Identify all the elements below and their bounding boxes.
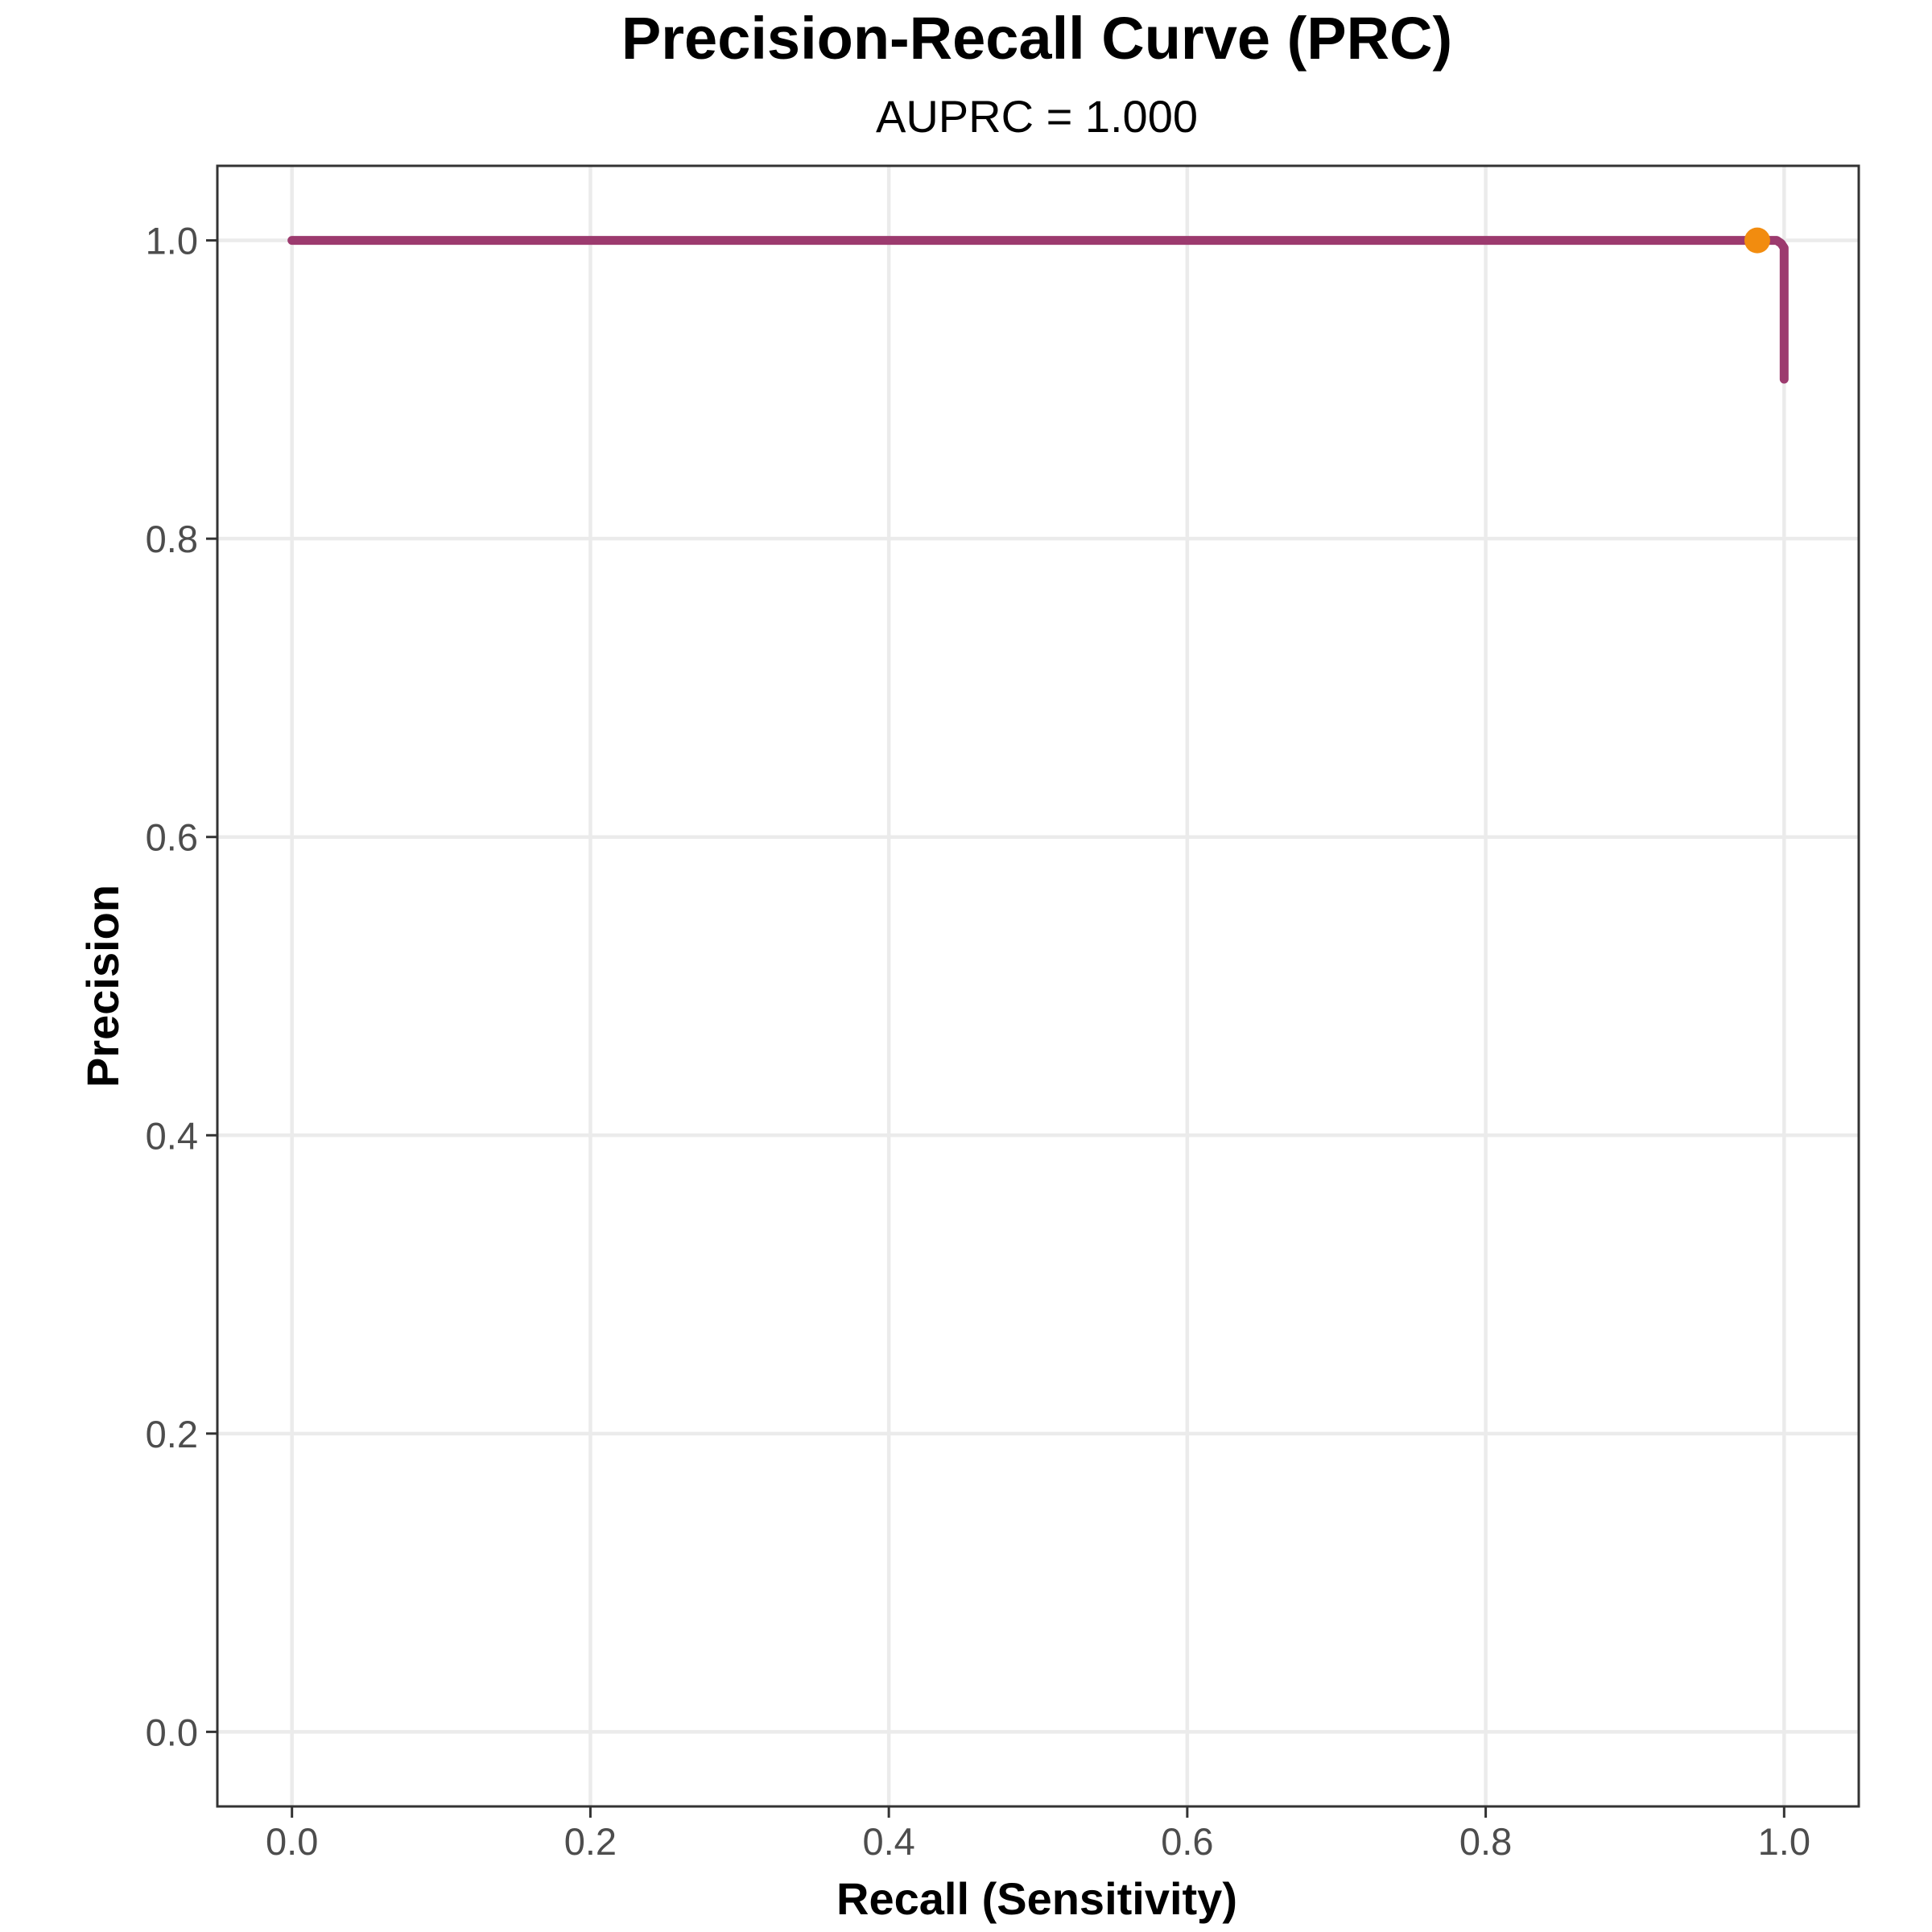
x-tick-label: 0.8 — [1459, 1820, 1512, 1863]
x-tick-label: 0.6 — [1161, 1820, 1213, 1863]
x-tick-label: 0.0 — [266, 1820, 318, 1863]
plot-panel-border — [216, 164, 1860, 1808]
plot-data — [287, 227, 1789, 384]
x-tick-label: 0.2 — [564, 1820, 617, 1863]
chart-subtitle: AUPRC = 1.000 — [876, 91, 1198, 142]
y-tick-label: 0.6 — [146, 816, 198, 859]
chart-title: Precision-Recall Curve (PRC) — [621, 5, 1452, 72]
grid — [217, 166, 1859, 1806]
precision-recall-curve — [287, 236, 1789, 384]
y-tick-label: 0.8 — [146, 518, 198, 560]
x-tick-label: 1.0 — [1758, 1820, 1810, 1863]
x-tick-label: 0.4 — [862, 1820, 914, 1863]
x-axis-title: Recall (Sensitivity) — [836, 1873, 1237, 1924]
y-tick-label: 0.2 — [146, 1413, 198, 1455]
y-tick-label: 0.0 — [146, 1711, 198, 1753]
y-axis-title: Precision — [77, 885, 128, 1088]
axis-ticks: 0.0 0.2 0.4 0.6 0.8 1.0 0.0 0.2 0.4 0.6 0.8 1.0 — [146, 220, 1810, 1863]
optimal-threshold-point — [1744, 227, 1770, 254]
y-tick-label: 0.4 — [146, 1114, 198, 1157]
y-tick-label: 1.0 — [146, 220, 198, 262]
